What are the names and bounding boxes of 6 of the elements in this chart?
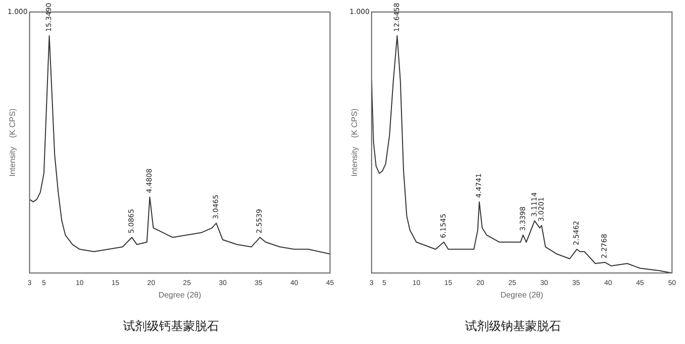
text: 试剂级钙基蒙脱石 [122,318,220,335]
y-axis-title: Intensity (K CPS) [8,108,18,177]
y-axis-title: Intensity (K CPS) [350,108,360,177]
x-axis-title: Degree (2θ) [158,290,202,300]
x-axis-title: Degree (2θ) [500,290,544,300]
text: 试剂级钠基蒙脱石 [464,318,562,335]
